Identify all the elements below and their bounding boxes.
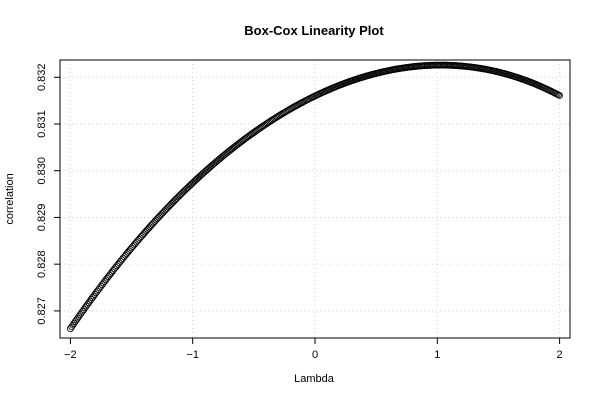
data-point xyxy=(174,193,182,201)
x-tick-label: −1 xyxy=(186,349,199,361)
data-point xyxy=(80,306,88,313)
data-point xyxy=(554,91,562,99)
data-point xyxy=(194,174,201,182)
data-point xyxy=(177,191,184,199)
data-point xyxy=(189,179,197,187)
y-axis-label: correlation xyxy=(4,173,16,224)
data-point xyxy=(556,92,563,99)
x-axis-label: Lambda xyxy=(294,373,335,385)
data-point xyxy=(184,184,192,191)
data-point xyxy=(79,307,87,315)
data-point xyxy=(163,204,171,212)
data-point xyxy=(167,201,175,208)
data-point xyxy=(75,312,83,320)
data-point xyxy=(183,185,190,193)
data-point xyxy=(168,199,176,207)
data-point xyxy=(192,176,200,183)
data-point xyxy=(179,188,187,196)
data-point xyxy=(172,196,179,203)
data-point xyxy=(69,321,77,329)
x-tick-label: 1 xyxy=(434,349,440,361)
grid-lines xyxy=(60,60,570,338)
y-axis: 0.827 0.828 0.829 0.830 0.831 0.832 xyxy=(36,64,60,325)
data-point xyxy=(73,316,80,324)
y-tick-label: 0.829 xyxy=(36,204,48,232)
y-tick-label: 0.830 xyxy=(36,157,48,185)
x-tick-label: 0 xyxy=(312,349,318,361)
data-point xyxy=(185,182,193,190)
chart-title: Box-Cox Linearity Plot xyxy=(244,23,384,38)
data-point xyxy=(173,194,181,202)
data-point xyxy=(170,197,178,205)
data-point xyxy=(71,318,79,325)
data-point xyxy=(67,325,74,333)
data-point xyxy=(162,206,170,214)
data-point xyxy=(188,180,195,188)
data-point xyxy=(178,190,186,197)
data-point xyxy=(175,192,183,200)
x-tick-label: 2 xyxy=(557,349,563,361)
data-point xyxy=(166,202,173,210)
x-axis: −2 −1 0 1 2 xyxy=(64,338,563,361)
data-point xyxy=(84,300,91,308)
data-point xyxy=(195,173,203,181)
data-point xyxy=(68,323,76,331)
data-point xyxy=(190,178,198,186)
data-point xyxy=(76,311,84,319)
data-point xyxy=(186,181,194,189)
data-point xyxy=(78,309,85,317)
y-tick-label: 0.832 xyxy=(36,64,48,92)
data-point xyxy=(70,319,78,327)
x-tick-label: −2 xyxy=(64,349,77,361)
data-point xyxy=(164,203,172,211)
data-points xyxy=(67,61,563,333)
data-point xyxy=(191,177,199,184)
y-tick-label: 0.831 xyxy=(36,110,48,138)
data-point xyxy=(169,198,177,206)
y-tick-label: 0.827 xyxy=(36,297,48,325)
data-point xyxy=(81,304,89,312)
data-point xyxy=(181,186,189,194)
data-point xyxy=(82,302,90,310)
y-tick-label: 0.828 xyxy=(36,250,48,278)
data-point xyxy=(161,207,168,215)
data-point xyxy=(180,187,188,195)
data-point xyxy=(74,314,82,322)
